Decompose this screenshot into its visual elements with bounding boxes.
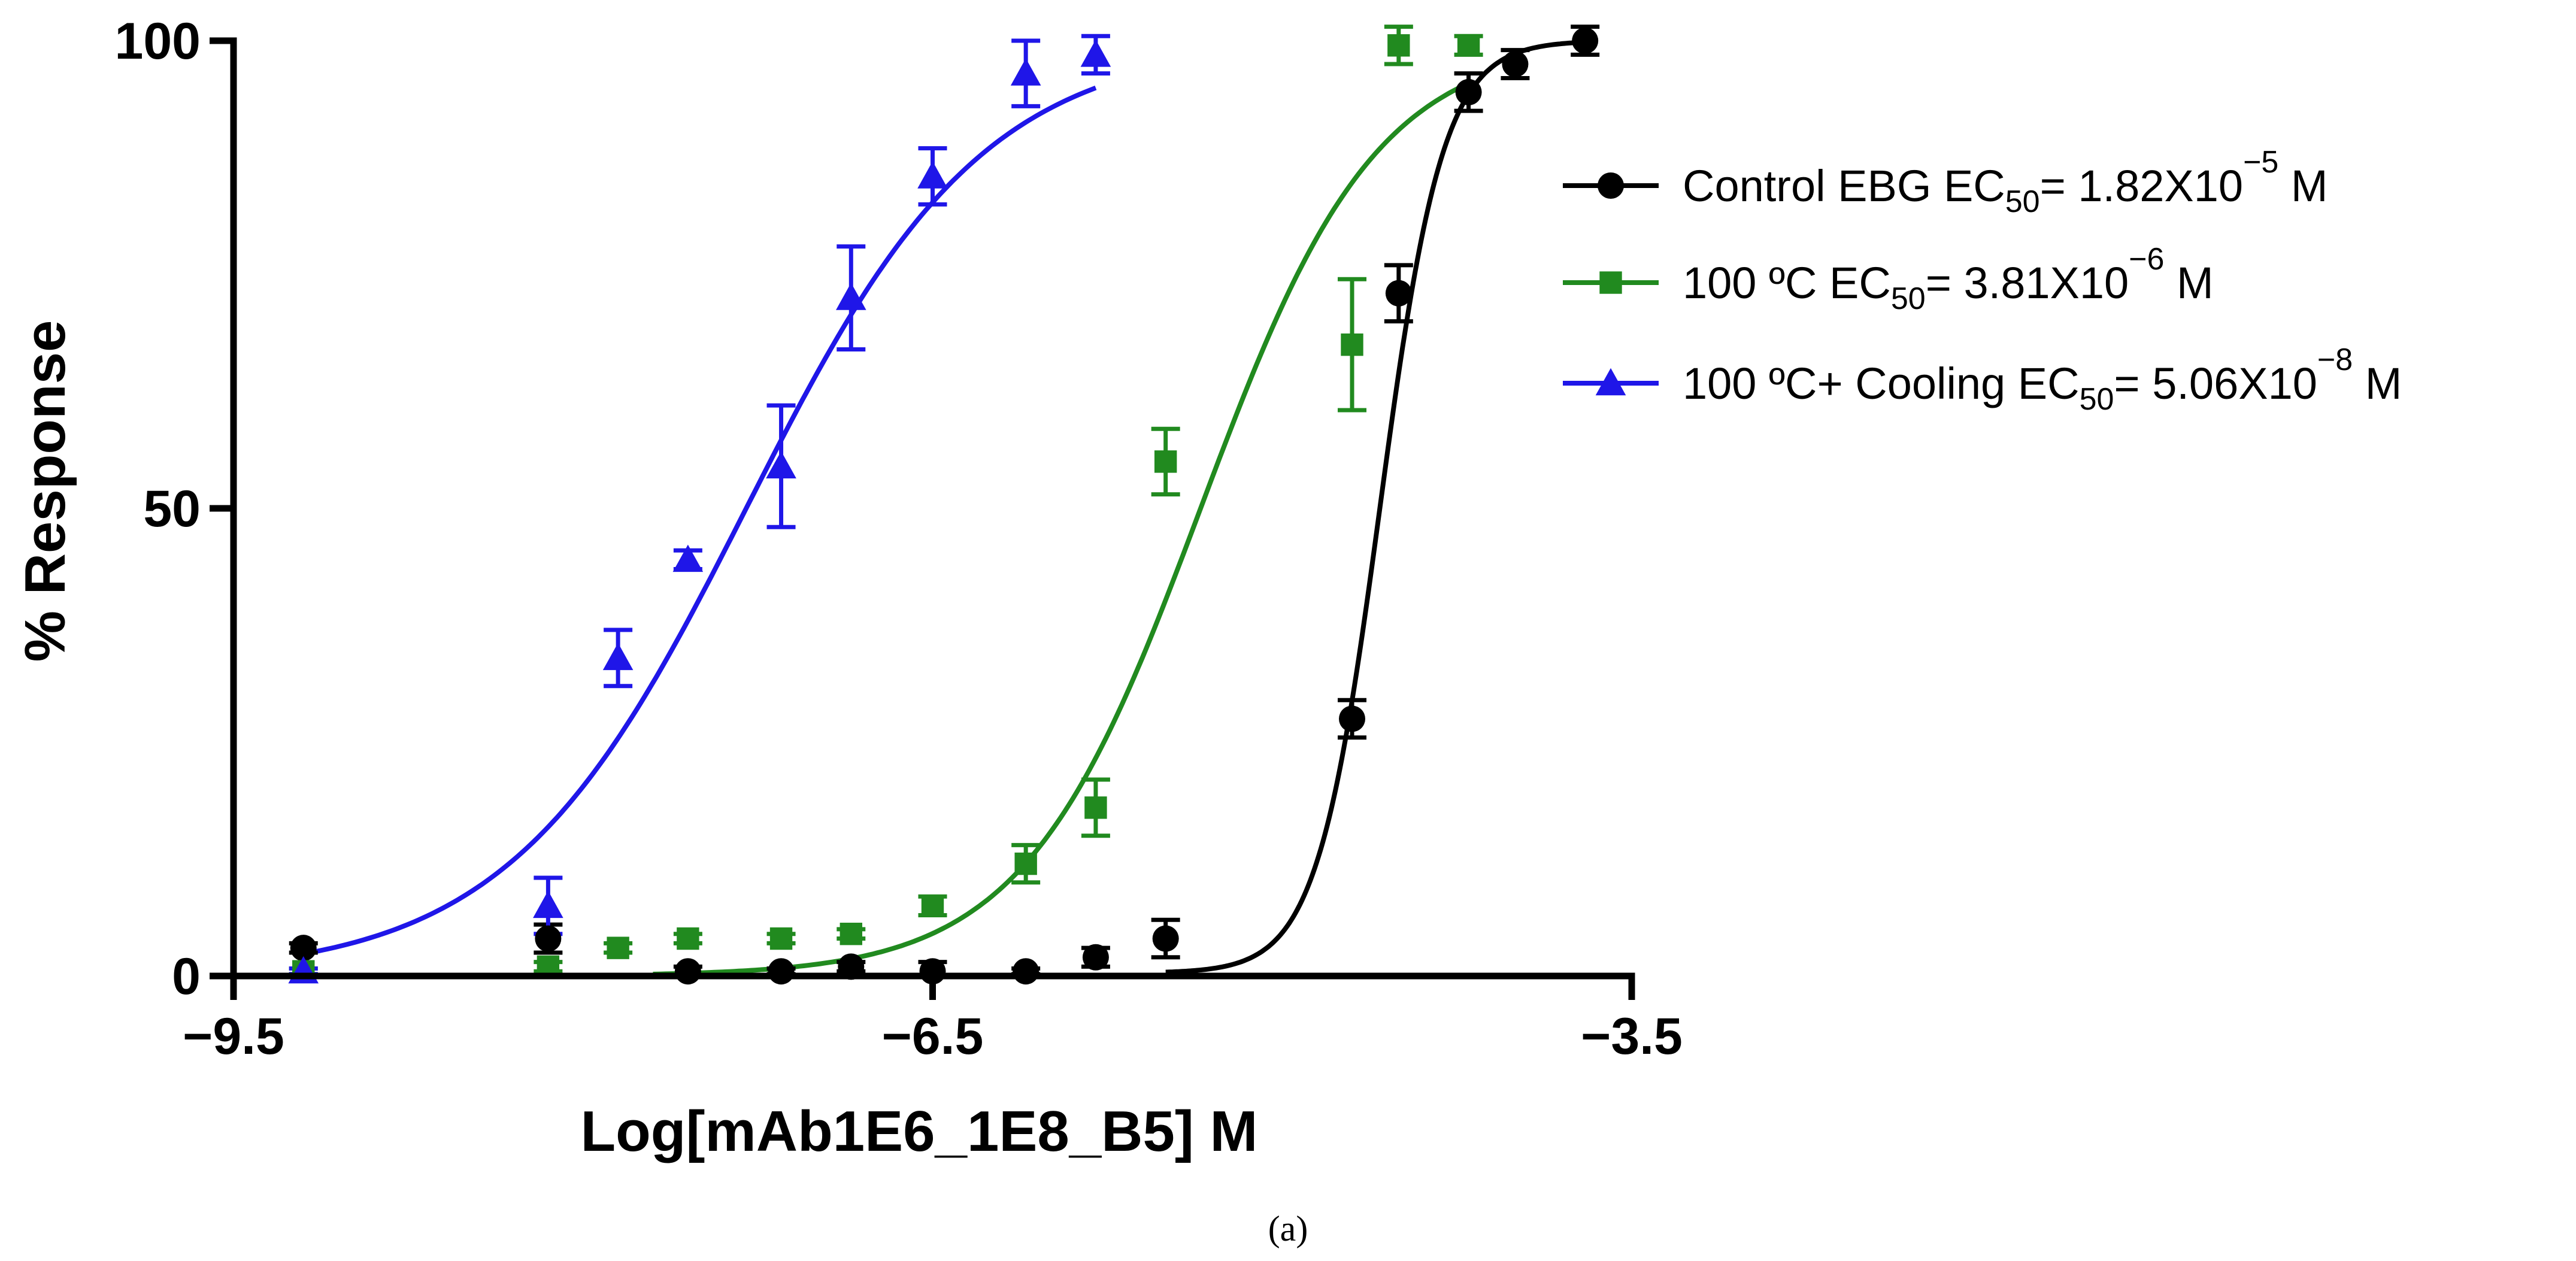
data-point — [1502, 51, 1529, 78]
data-point — [1080, 40, 1111, 67]
legend-prefix-text: Control EBG EC — [1683, 161, 2005, 211]
data-point — [1341, 333, 1363, 356]
axes — [210, 37, 1635, 1000]
y-tick-label: 50 — [143, 480, 201, 538]
data-point — [1598, 172, 1624, 199]
fit-curve — [303, 85, 1097, 956]
data-point — [535, 925, 562, 952]
legend-unit-text: M — [2353, 359, 2402, 408]
panel-label: (a) — [1268, 1209, 1308, 1248]
data-point — [1572, 28, 1599, 54]
data-point — [769, 927, 793, 950]
data-markers — [288, 28, 1599, 985]
data-point — [1013, 958, 1040, 985]
legend-sub-text: 50 — [1891, 281, 1926, 316]
data-point — [835, 283, 866, 310]
data-point — [1385, 280, 1412, 307]
data-point — [533, 890, 563, 919]
legend-entry-text: Control EBG EC50= 1.82X10−5 M — [1683, 145, 2328, 219]
legend-exp-text: −8 — [2317, 342, 2353, 377]
y-axis-title: % Response — [13, 320, 77, 662]
data-point — [602, 642, 634, 671]
data-point — [1387, 34, 1410, 57]
x-tick-label: −3.5 — [1581, 1008, 1683, 1065]
data-point — [1599, 271, 1622, 294]
legend-value-text: = 1.82X10 — [2040, 161, 2243, 211]
data-point — [917, 161, 948, 189]
fit-curve — [1165, 40, 1586, 975]
y-tick-label: 100 — [115, 13, 201, 70]
data-point — [1082, 944, 1109, 971]
x-axis-title: Log[mAb1E6_1E8_B5] M — [581, 1099, 1258, 1163]
data-point — [290, 935, 317, 962]
legend-value-text: = 5.06X10 — [2114, 359, 2317, 408]
data-point — [921, 895, 944, 917]
data-point — [768, 958, 795, 985]
data-point — [766, 451, 796, 478]
data-point — [1339, 705, 1365, 732]
data-point — [1154, 450, 1177, 473]
data-point — [840, 923, 862, 945]
data-point — [1455, 78, 1482, 105]
y-tick-label: 0 — [172, 948, 201, 1005]
data-point — [1014, 852, 1037, 875]
data-point — [1457, 34, 1480, 57]
legend-exp-text: −6 — [2129, 242, 2164, 277]
fit-curves — [303, 40, 1586, 977]
data-point — [1084, 796, 1107, 819]
legend-prefix-text: 100 ºC EC — [1683, 258, 1891, 308]
data-point — [677, 927, 699, 950]
legend-prefix-text: 100 ºC+ Cooling EC — [1683, 359, 2080, 408]
data-point — [1010, 58, 1041, 86]
x-tick-label: −9.5 — [183, 1008, 284, 1065]
legend-unit-text: M — [2278, 161, 2328, 211]
legend-entry-text: 100 ºC EC50= 3.81X10−6 M — [1683, 242, 2214, 316]
legend-sub-text: 50 — [2080, 382, 2114, 417]
data-point — [674, 958, 701, 985]
legend-unit-text: M — [2164, 258, 2213, 308]
data-point — [1595, 368, 1626, 396]
data-point — [1152, 925, 1179, 952]
x-tick-label: −6.5 — [882, 1008, 984, 1065]
legend-value-text: = 3.81X10 — [1926, 258, 2129, 308]
data-point — [607, 936, 629, 959]
data-point — [672, 544, 704, 572]
error-bars — [289, 25, 1600, 978]
legend-entry-text: 100 ºC+ Cooling EC50= 5.06X10−8 M — [1683, 342, 2402, 417]
legend-sub-text: 50 — [2005, 184, 2040, 219]
legend-exp-text: −5 — [2243, 145, 2278, 180]
tick-labels: 0 50 100 −9.5 −6.5 −3.5 — [115, 13, 1683, 1065]
